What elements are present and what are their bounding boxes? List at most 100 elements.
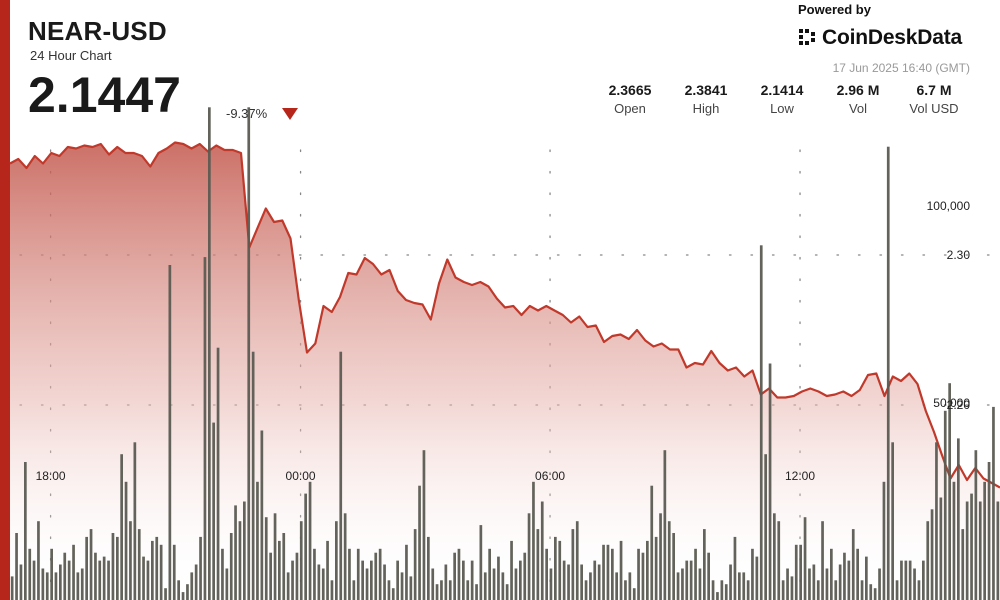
volume-bar (738, 572, 741, 600)
stat-high: 2.3841 High (668, 82, 744, 116)
volume-bar (720, 580, 724, 600)
volume-bar (584, 580, 588, 600)
volume-bar (615, 572, 618, 600)
volume-bar (440, 580, 443, 600)
volume-bar (624, 580, 627, 600)
volume-bar (422, 450, 426, 600)
volume-bar (133, 442, 137, 600)
volume-bar (554, 536, 557, 600)
y-tick-label: 2.30 (947, 248, 971, 262)
volume-bar (501, 572, 505, 600)
volume-bar (313, 548, 316, 600)
volume-bar (89, 529, 93, 600)
stat-label: Vol USD (909, 101, 959, 116)
volume-bar (540, 501, 544, 600)
volume-bar (860, 580, 864, 600)
volume-bar (654, 536, 658, 600)
volume-bar (243, 501, 246, 600)
stat-vol-usd: 6.7 M Vol USD (896, 82, 972, 116)
y-tick-label: 2.20 (947, 398, 971, 412)
volume-bar (759, 245, 763, 600)
volume-bar (733, 536, 737, 600)
volume-bar (961, 529, 965, 600)
volume-bar (444, 564, 448, 600)
volume-bar (803, 517, 807, 600)
volume-bar (234, 505, 237, 600)
volume-bar (111, 533, 115, 600)
volume-tick-label: 100,000 (927, 199, 971, 213)
volume-bar (886, 146, 890, 600)
volume-bar (24, 462, 27, 600)
volume-bar (348, 548, 351, 600)
volume-bar (549, 568, 553, 600)
volume-bar (418, 485, 421, 600)
volume-bar (764, 454, 767, 600)
volume-bar (558, 540, 562, 600)
volume-bar (523, 552, 527, 600)
volume-bar (926, 521, 930, 600)
volume-bar (41, 568, 45, 600)
volume-bar (816, 580, 820, 600)
volume-bar (812, 564, 816, 600)
volume-bar (794, 544, 798, 600)
volume-bar (413, 529, 417, 600)
volume-bar (878, 568, 881, 600)
volume-bar (935, 442, 938, 600)
volume-bar (308, 481, 312, 600)
volume-bar (843, 552, 846, 600)
volume-bar (352, 580, 356, 600)
volume-bar (462, 560, 465, 600)
volume-bar (216, 347, 220, 600)
volume-bar (681, 568, 684, 600)
volume-bar (378, 548, 382, 600)
volume-bar (786, 568, 789, 600)
stat-open: 2.3665 Open (592, 82, 668, 116)
volume-bar (391, 588, 395, 600)
volume-bar (282, 533, 286, 600)
volume-bar (168, 265, 172, 600)
volume-bar (374, 552, 378, 600)
volume-bar (685, 560, 689, 600)
volume-bar (317, 564, 321, 600)
volume-bar (32, 560, 36, 600)
volume-bar (295, 552, 299, 600)
volume-bar (194, 564, 198, 600)
pair-title: NEAR-USD (28, 16, 167, 46)
price-area (10, 142, 1000, 600)
volume-bar (619, 540, 623, 600)
volume-bar (970, 493, 973, 600)
volume-bar (85, 536, 88, 600)
volume-bar (264, 517, 268, 600)
volume-bar (799, 544, 802, 600)
volume-bar (593, 560, 597, 600)
volume-bar (321, 568, 325, 600)
volume-bar (851, 529, 855, 600)
volume-bar (172, 544, 176, 600)
volume-bar (497, 556, 500, 600)
volume-bar (72, 544, 75, 600)
volume-bar (632, 588, 636, 600)
volume-bar (488, 548, 491, 600)
volume-bar (698, 568, 702, 600)
brand-logo: CoinDeskData (798, 26, 962, 50)
volume-bar (957, 438, 960, 600)
volume-bar (120, 454, 123, 600)
volume-bar (475, 584, 478, 600)
volume-bar (571, 529, 575, 600)
volume-bar (435, 584, 439, 600)
volume-bar (751, 548, 754, 600)
volume-bar (580, 564, 583, 600)
volume-bar (124, 481, 128, 600)
volume-bar (343, 513, 347, 600)
volume-bar (225, 568, 229, 600)
volume-bar (913, 568, 916, 600)
volume-bar (545, 548, 548, 600)
volume-bar (190, 572, 194, 600)
volume-bar (838, 564, 842, 600)
volume-bar (37, 521, 40, 600)
volume-bar (869, 584, 873, 600)
stats-row: 2.3665 Open 2.3841 High 2.1414 Low 2.96 … (592, 82, 972, 116)
powered-by-label: Powered by (798, 2, 871, 17)
volume-bar (676, 572, 680, 600)
volume-bar (602, 544, 605, 600)
